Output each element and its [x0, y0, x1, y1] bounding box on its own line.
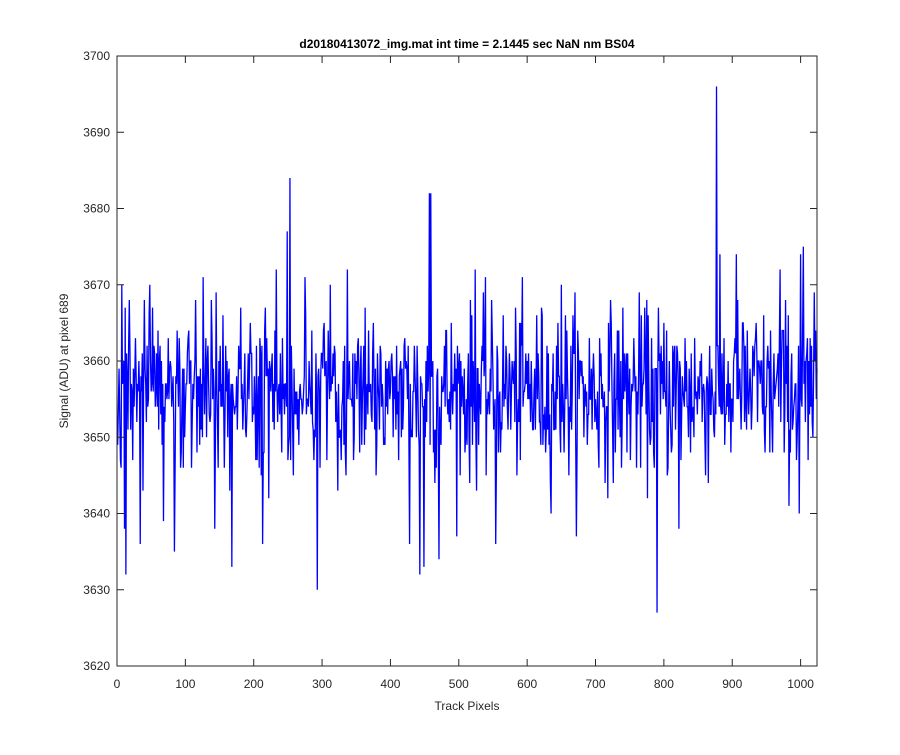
x-tick-label: 900: [722, 677, 742, 691]
y-axis: 3620 3630 3640 3650 3660 3670 3680 3690 3700: [83, 49, 817, 673]
chart-title: d20180413072_img.mat int time = 2.1445 s…: [299, 37, 635, 51]
y-axis-label: Signal (ADU) at pixel 689: [57, 293, 71, 428]
series-line: [117, 86, 818, 613]
x-tick-label: 1000: [787, 677, 814, 691]
y-tick-label: 3620: [83, 659, 110, 673]
x-axis: 0 100 200 300 400 500 600 700 800 900 1000: [114, 56, 814, 691]
y-tick-label: 3650: [83, 430, 110, 444]
data-layer: [117, 86, 818, 613]
x-axis-label: Track Pixels: [435, 699, 500, 713]
y-tick-label: 3690: [83, 125, 110, 139]
x-tick-label: 600: [517, 677, 537, 691]
x-tick-label: 700: [586, 677, 606, 691]
x-tick-label: 400: [380, 677, 400, 691]
x-tick-label: 500: [449, 677, 469, 691]
y-tick-label: 3630: [83, 583, 110, 597]
y-tick-label: 3670: [83, 278, 110, 292]
x-tick-label: 300: [312, 677, 332, 691]
y-tick-label: 3660: [83, 354, 110, 368]
x-tick-label: 0: [114, 677, 121, 691]
x-tick-label: 200: [244, 677, 264, 691]
x-tick-label: 100: [175, 677, 195, 691]
x-tick-label: 800: [654, 677, 674, 691]
y-tick-label: 3700: [83, 49, 110, 63]
y-tick-label: 3640: [83, 507, 110, 521]
y-tick-label: 3680: [83, 202, 110, 216]
